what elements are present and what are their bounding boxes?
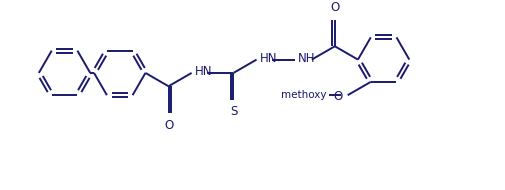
- Text: O: O: [333, 90, 342, 103]
- Text: methoxy: methoxy: [281, 90, 326, 100]
- Text: NH: NH: [297, 52, 315, 65]
- Text: S: S: [229, 105, 237, 118]
- Text: O: O: [330, 1, 339, 14]
- Text: O: O: [164, 119, 173, 132]
- Text: HN: HN: [259, 52, 276, 65]
- Text: HN: HN: [194, 66, 212, 78]
